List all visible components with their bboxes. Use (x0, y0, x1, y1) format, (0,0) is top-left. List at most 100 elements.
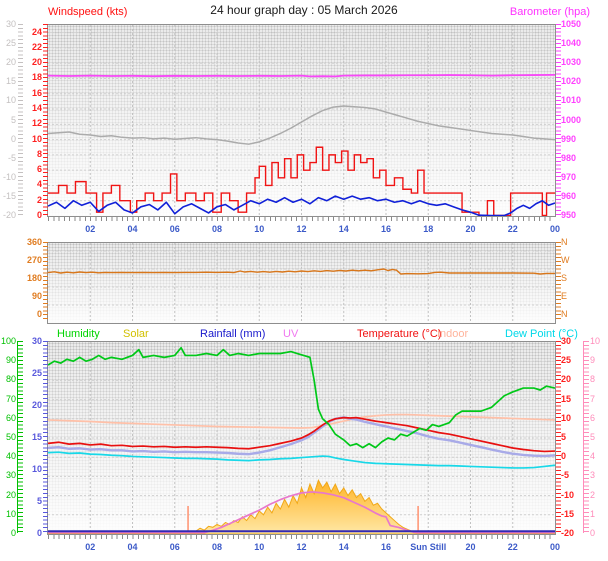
axis-label-uv: 6 (590, 412, 596, 423)
axis-label-humidity: 0 (10, 528, 16, 538)
x-axis-label: 16 (380, 542, 391, 552)
series-wind-direction (48, 268, 555, 275)
axis-label-wind: 4 (36, 179, 42, 190)
axis-label-uv: 10 (590, 336, 601, 346)
axis-ticks-gray (18, 24, 23, 215)
axis-label-compass: S (561, 273, 568, 283)
series-barometer (48, 73, 555, 78)
axis-label-temp: 15 (561, 393, 572, 404)
axis-label-gray: 0 (10, 133, 16, 144)
x-axis-label: 12 (296, 542, 307, 552)
x-axis-label: 08 (211, 224, 222, 234)
x-axis-label: 00 (549, 224, 560, 234)
axis-label-wind: 8 (36, 148, 42, 159)
axis-label-humidity: 40 (5, 451, 16, 462)
x-axis-label: 00 (549, 542, 560, 552)
wind-barometer-chart (48, 25, 555, 216)
x-axis-label: 12 (296, 224, 307, 234)
axis-label-baro: 1030 (561, 57, 582, 68)
axis-label-humidity: 100 (0, 336, 16, 346)
wind-direction-chart (48, 243, 555, 323)
axis-label-dir: 0 (36, 309, 42, 319)
x-axis-label: 02 (85, 224, 96, 234)
axis-ticks-wind (43, 24, 48, 215)
legend-item: UV (283, 328, 299, 340)
axis-label-baro: 1050 (561, 19, 582, 29)
axis-label-dir: 90 (31, 291, 42, 301)
axis-ticks-dir (43, 242, 48, 322)
x-axis-label: 22 (507, 542, 518, 552)
axis-label-uv: 9 (590, 355, 596, 366)
graph-title: 24 hour graph day : 05 March 2026 (210, 3, 398, 17)
axis-label-baro: 1020 (561, 76, 582, 87)
axis-label-humidity: 10 (5, 508, 16, 519)
axis-label-wind: 24 (31, 26, 42, 37)
series-dew-point (48, 451, 555, 469)
axis-label-temp: 25 (561, 355, 572, 366)
axis-label-wind: 22 (31, 41, 42, 52)
axis-label-uv: 8 (590, 374, 596, 385)
legend-item: Solar (123, 328, 149, 340)
axis-line-humidity (17, 341, 18, 533)
axis-label-gray: 25 (5, 38, 16, 49)
axis-label-rain: 30 (31, 336, 42, 346)
axis-label-temp: -10 (561, 489, 575, 500)
x-axis-label: 04 (127, 224, 138, 234)
axis-label-compass: W (561, 255, 570, 265)
axis-label-uv: 5 (590, 432, 596, 442)
axis-label-rain: 20 (31, 400, 42, 410)
axis-label-baro: 980 (561, 152, 577, 163)
axis-label-wind: 18 (31, 72, 42, 83)
axis-label-gray: -15 (2, 190, 16, 201)
axis-label-gray: 20 (5, 57, 16, 68)
axis-label-temp: -20 (561, 528, 575, 538)
x-axis-label: 14 (338, 542, 349, 552)
axis-label-humidity: 80 (5, 374, 16, 385)
axis-ticks-baro (556, 24, 561, 215)
axis-label-dir: 180 (26, 273, 42, 283)
axis-label-baro: 960 (561, 190, 577, 201)
axis-ticks-rain (43, 341, 48, 533)
x-axis-label: 18 (423, 224, 434, 234)
axis-label-rain: 25 (31, 368, 42, 378)
axis-label-humidity: 60 (5, 412, 16, 423)
axis-ticks-uv (584, 341, 589, 533)
axis-label-wind: 14 (31, 103, 42, 114)
legend-item: Humidity (57, 328, 100, 340)
x-axis-label: 02 (85, 542, 96, 552)
axis-label-temp: -5 (561, 470, 570, 481)
axis-label-temp: 10 (561, 412, 572, 423)
axis-label-wind: 16 (31, 87, 42, 98)
axis-label-temp: 5 (561, 432, 567, 442)
axis-line-uv (583, 341, 584, 533)
axis-ticks-temp (556, 341, 561, 533)
axis-label-wind: 2 (36, 194, 42, 205)
x-axis-label: 06 (169, 542, 180, 552)
x-axis-label: 16 (380, 224, 391, 234)
x-axis-label: 10 (254, 224, 265, 234)
axis-label-rain: 5 (36, 496, 42, 506)
x-axis-label: 10 (254, 542, 265, 552)
axis-label-uv: 7 (590, 393, 596, 404)
axis-label-baro: 1000 (561, 114, 582, 125)
axis-ticks-humidity (18, 341, 23, 533)
axis-label-compass: N (561, 237, 568, 247)
temp-humidity-solar-plot (47, 341, 556, 535)
x-axis-label: 06 (169, 224, 180, 234)
axis-label-uv: 1 (590, 508, 596, 519)
axis-label-dir: 270 (26, 255, 42, 265)
axis-label-gray: 5 (10, 114, 16, 125)
series-wind-gust (48, 146, 555, 216)
axis-label-rain: 0 (36, 528, 42, 538)
legend-item: Rainfall (mm) (200, 328, 266, 340)
axis-label-wind: 12 (31, 118, 42, 129)
series-humidity (48, 346, 555, 449)
axis-label-humidity: 70 (5, 393, 16, 404)
axis-label-humidity: 50 (5, 432, 16, 442)
axis-label-uv: 2 (590, 489, 596, 500)
x-axis-label: 20 (465, 542, 476, 552)
axis-label-humidity: 20 (5, 489, 16, 500)
axis-label-baro: 950 (561, 210, 577, 220)
axis-label-humidity: 90 (5, 355, 16, 366)
